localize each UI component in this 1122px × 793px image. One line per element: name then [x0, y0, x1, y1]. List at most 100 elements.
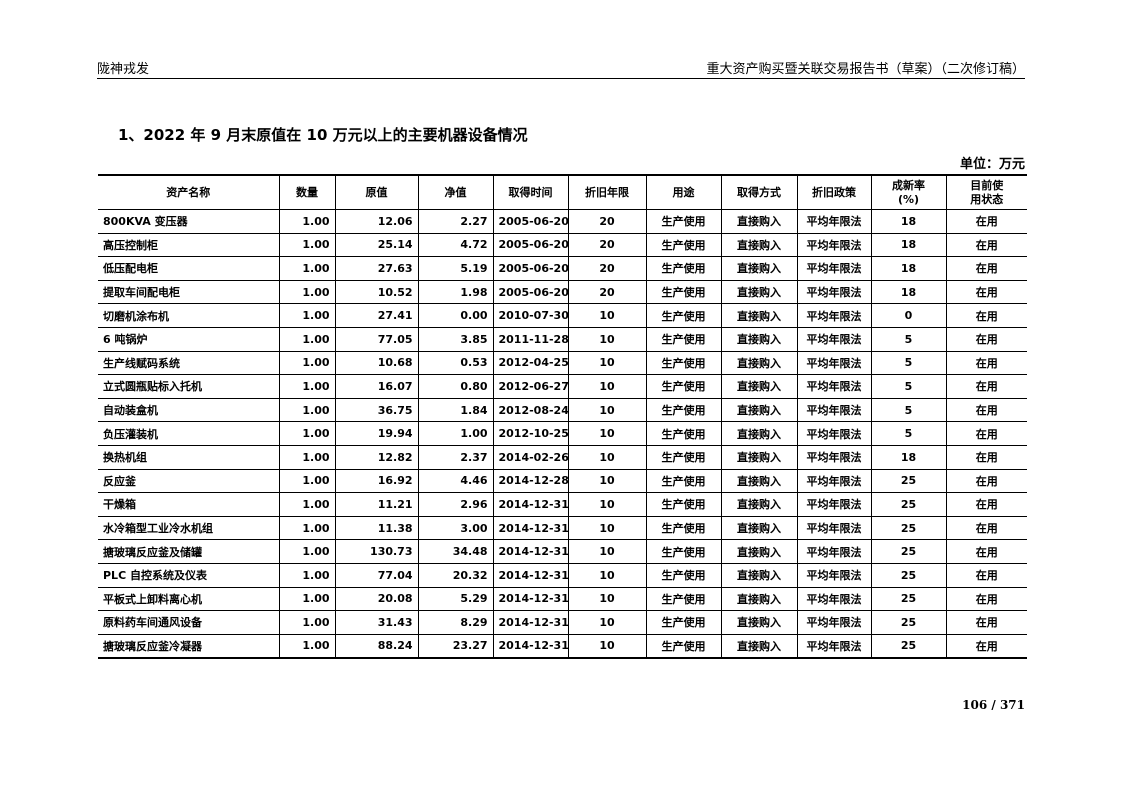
- table-row: 负压灌装机 1.00 19.94 1.00 2012-10-25 10 生产使用 直接购入 平均…: [98, 421, 1027, 446]
- table-cell: 1.00: [278, 256, 336, 281]
- table-cell: 在用: [945, 209, 1027, 234]
- table-cell: 生产使用: [645, 350, 722, 376]
- table-cell: 10: [567, 397, 647, 423]
- table-cell: 平板式上卸料离心机: [98, 586, 280, 612]
- table-cell: 16.92: [334, 468, 419, 494]
- table-cell: 3.85: [417, 326, 494, 352]
- table-cell: 1.00: [278, 633, 336, 659]
- table-cell: 直接购入: [720, 279, 798, 305]
- table-row: 干燥箱 1.00 11.21 2.96 2014-12-31 10 生产使用 直接购入 平均年限…: [98, 492, 1027, 517]
- table-cell: 18: [870, 232, 947, 258]
- table-cell: 1.00: [278, 303, 336, 328]
- table-cell: 生产使用: [645, 209, 722, 234]
- table-cell: 25: [870, 562, 947, 588]
- table-cell: 12.06: [334, 209, 419, 234]
- equipment-table: 资产名称 数量 原值 净值 取得时间 折旧年限 用途 取得方式 折旧政策 成新率 (%) 目前使 用…: [98, 174, 1027, 660]
- table-cell: 在用: [945, 421, 1027, 446]
- column-header: 取得方式: [720, 174, 798, 210]
- table-cell: 31.43: [334, 610, 419, 635]
- table-cell: 直接购入: [720, 492, 798, 517]
- table-cell: 自动装盒机: [98, 397, 280, 423]
- table-cell: 2014-12-31: [492, 562, 569, 588]
- table-cell: 生产使用: [645, 397, 722, 423]
- table-cell: 生产线赋码系统: [98, 350, 280, 376]
- table-cell: 平均年限法: [796, 633, 872, 659]
- table-cell: 在用: [945, 610, 1027, 635]
- table-cell: 1.00: [278, 444, 336, 470]
- table-cell: 提取车间配电柜: [98, 279, 280, 305]
- table-cell: 1.00: [278, 492, 336, 517]
- table-cell: 立式圆瓶贴标入托机: [98, 374, 280, 399]
- table-cell: 直接购入: [720, 209, 798, 234]
- table-cell: 2005-06-20: [492, 256, 569, 281]
- table-cell: 1.00: [278, 539, 336, 564]
- table-cell: 10: [567, 562, 647, 588]
- table-cell: 5: [870, 350, 947, 376]
- table-cell: 生产使用: [645, 492, 722, 517]
- table-cell: 11.38: [334, 515, 419, 541]
- table-cell: 18: [870, 256, 947, 281]
- table-cell: 10: [567, 326, 647, 352]
- table-cell: 原料药车间通风设备: [98, 610, 280, 635]
- table-cell: 10: [567, 539, 647, 564]
- table-cell: 在用: [945, 468, 1027, 494]
- table-cell: 800KVA 变压器: [98, 209, 280, 234]
- table-cell: 直接购入: [720, 562, 798, 588]
- table-cell: 切磨机涂布机: [98, 303, 280, 328]
- table-cell: 3.00: [417, 515, 494, 541]
- column-header: 折旧年限: [567, 174, 647, 210]
- table-cell: 20.08: [334, 586, 419, 612]
- table-cell: 2.96: [417, 492, 494, 517]
- table-cell: 2014-02-26: [492, 444, 569, 470]
- table-cell: 5.19: [417, 256, 494, 281]
- table-cell: 生产使用: [645, 468, 722, 494]
- table-cell: 1.00: [278, 586, 336, 612]
- table-cell: 0: [870, 303, 947, 328]
- table-row: 生产线赋码系统 1.00 10.68 0.53 2012-04-25 10 生产使用 直接购入…: [98, 350, 1027, 376]
- company-name: 陇神戎发: [97, 62, 150, 77]
- table-cell: 在用: [945, 326, 1027, 352]
- table-cell: 10: [567, 492, 647, 517]
- table-cell: 在用: [945, 539, 1027, 564]
- table-cell: 生产使用: [645, 232, 722, 258]
- table-row: 反应釜 1.00 16.92 4.46 2014-12-28 10 生产使用 直接购入 平均年限…: [98, 468, 1027, 494]
- table-cell: 25.14: [334, 232, 419, 258]
- column-header: 目前使 用状态: [945, 174, 1027, 210]
- column-header: 用途: [645, 174, 722, 210]
- table-cell: 在用: [945, 303, 1027, 328]
- table-cell: 2005-06-20: [492, 232, 569, 258]
- table-cell: 平均年限法: [796, 256, 872, 281]
- table-cell: 88.24: [334, 633, 419, 659]
- table-row: 搪玻璃反应釜及储罐 1.00 130.73 34.48 2014-12-31 10 生产使用…: [98, 539, 1027, 564]
- table-cell: 2014-12-31: [492, 586, 569, 612]
- table-cell: 12.82: [334, 444, 419, 470]
- table-row: 原料药车间通风设备 1.00 31.43 8.29 2014-12-31 10 生产使用 直接…: [98, 610, 1027, 635]
- table-cell: 在用: [945, 492, 1027, 517]
- table-cell: 2005-06-20: [492, 279, 569, 305]
- table-cell: 生产使用: [645, 279, 722, 305]
- table-row: PLC 自控系统及仪表 1.00 77.04 20.32 2014-12-31 10 生产使…: [98, 562, 1027, 588]
- table-cell: 高压控制柜: [98, 232, 280, 258]
- table-cell: 25: [870, 468, 947, 494]
- table-cell: 1.00: [278, 562, 336, 588]
- table-cell: 2014-12-31: [492, 539, 569, 564]
- table-cell: 18: [870, 444, 947, 470]
- table-cell: 2012-04-25: [492, 350, 569, 376]
- table-cell: 生产使用: [645, 374, 722, 399]
- table-cell: 直接购入: [720, 397, 798, 423]
- table-cell: 平均年限法: [796, 374, 872, 399]
- table-cell: 生产使用: [645, 256, 722, 281]
- table-cell: 2014-12-31: [492, 515, 569, 541]
- table-cell: 1.00: [278, 397, 336, 423]
- table-cell: 生产使用: [645, 539, 722, 564]
- table-cell: 生产使用: [645, 633, 722, 659]
- table-cell: 0.80: [417, 374, 494, 399]
- table-cell: 10: [567, 633, 647, 659]
- table-cell: 2011-11-28: [492, 326, 569, 352]
- table-cell: 反应釜: [98, 468, 280, 494]
- table-cell: 25: [870, 515, 947, 541]
- table-cell: 2010-07-30: [492, 303, 569, 328]
- table-cell: 在用: [945, 586, 1027, 612]
- table-cell: 20: [567, 209, 647, 234]
- table-cell: 平均年限法: [796, 209, 872, 234]
